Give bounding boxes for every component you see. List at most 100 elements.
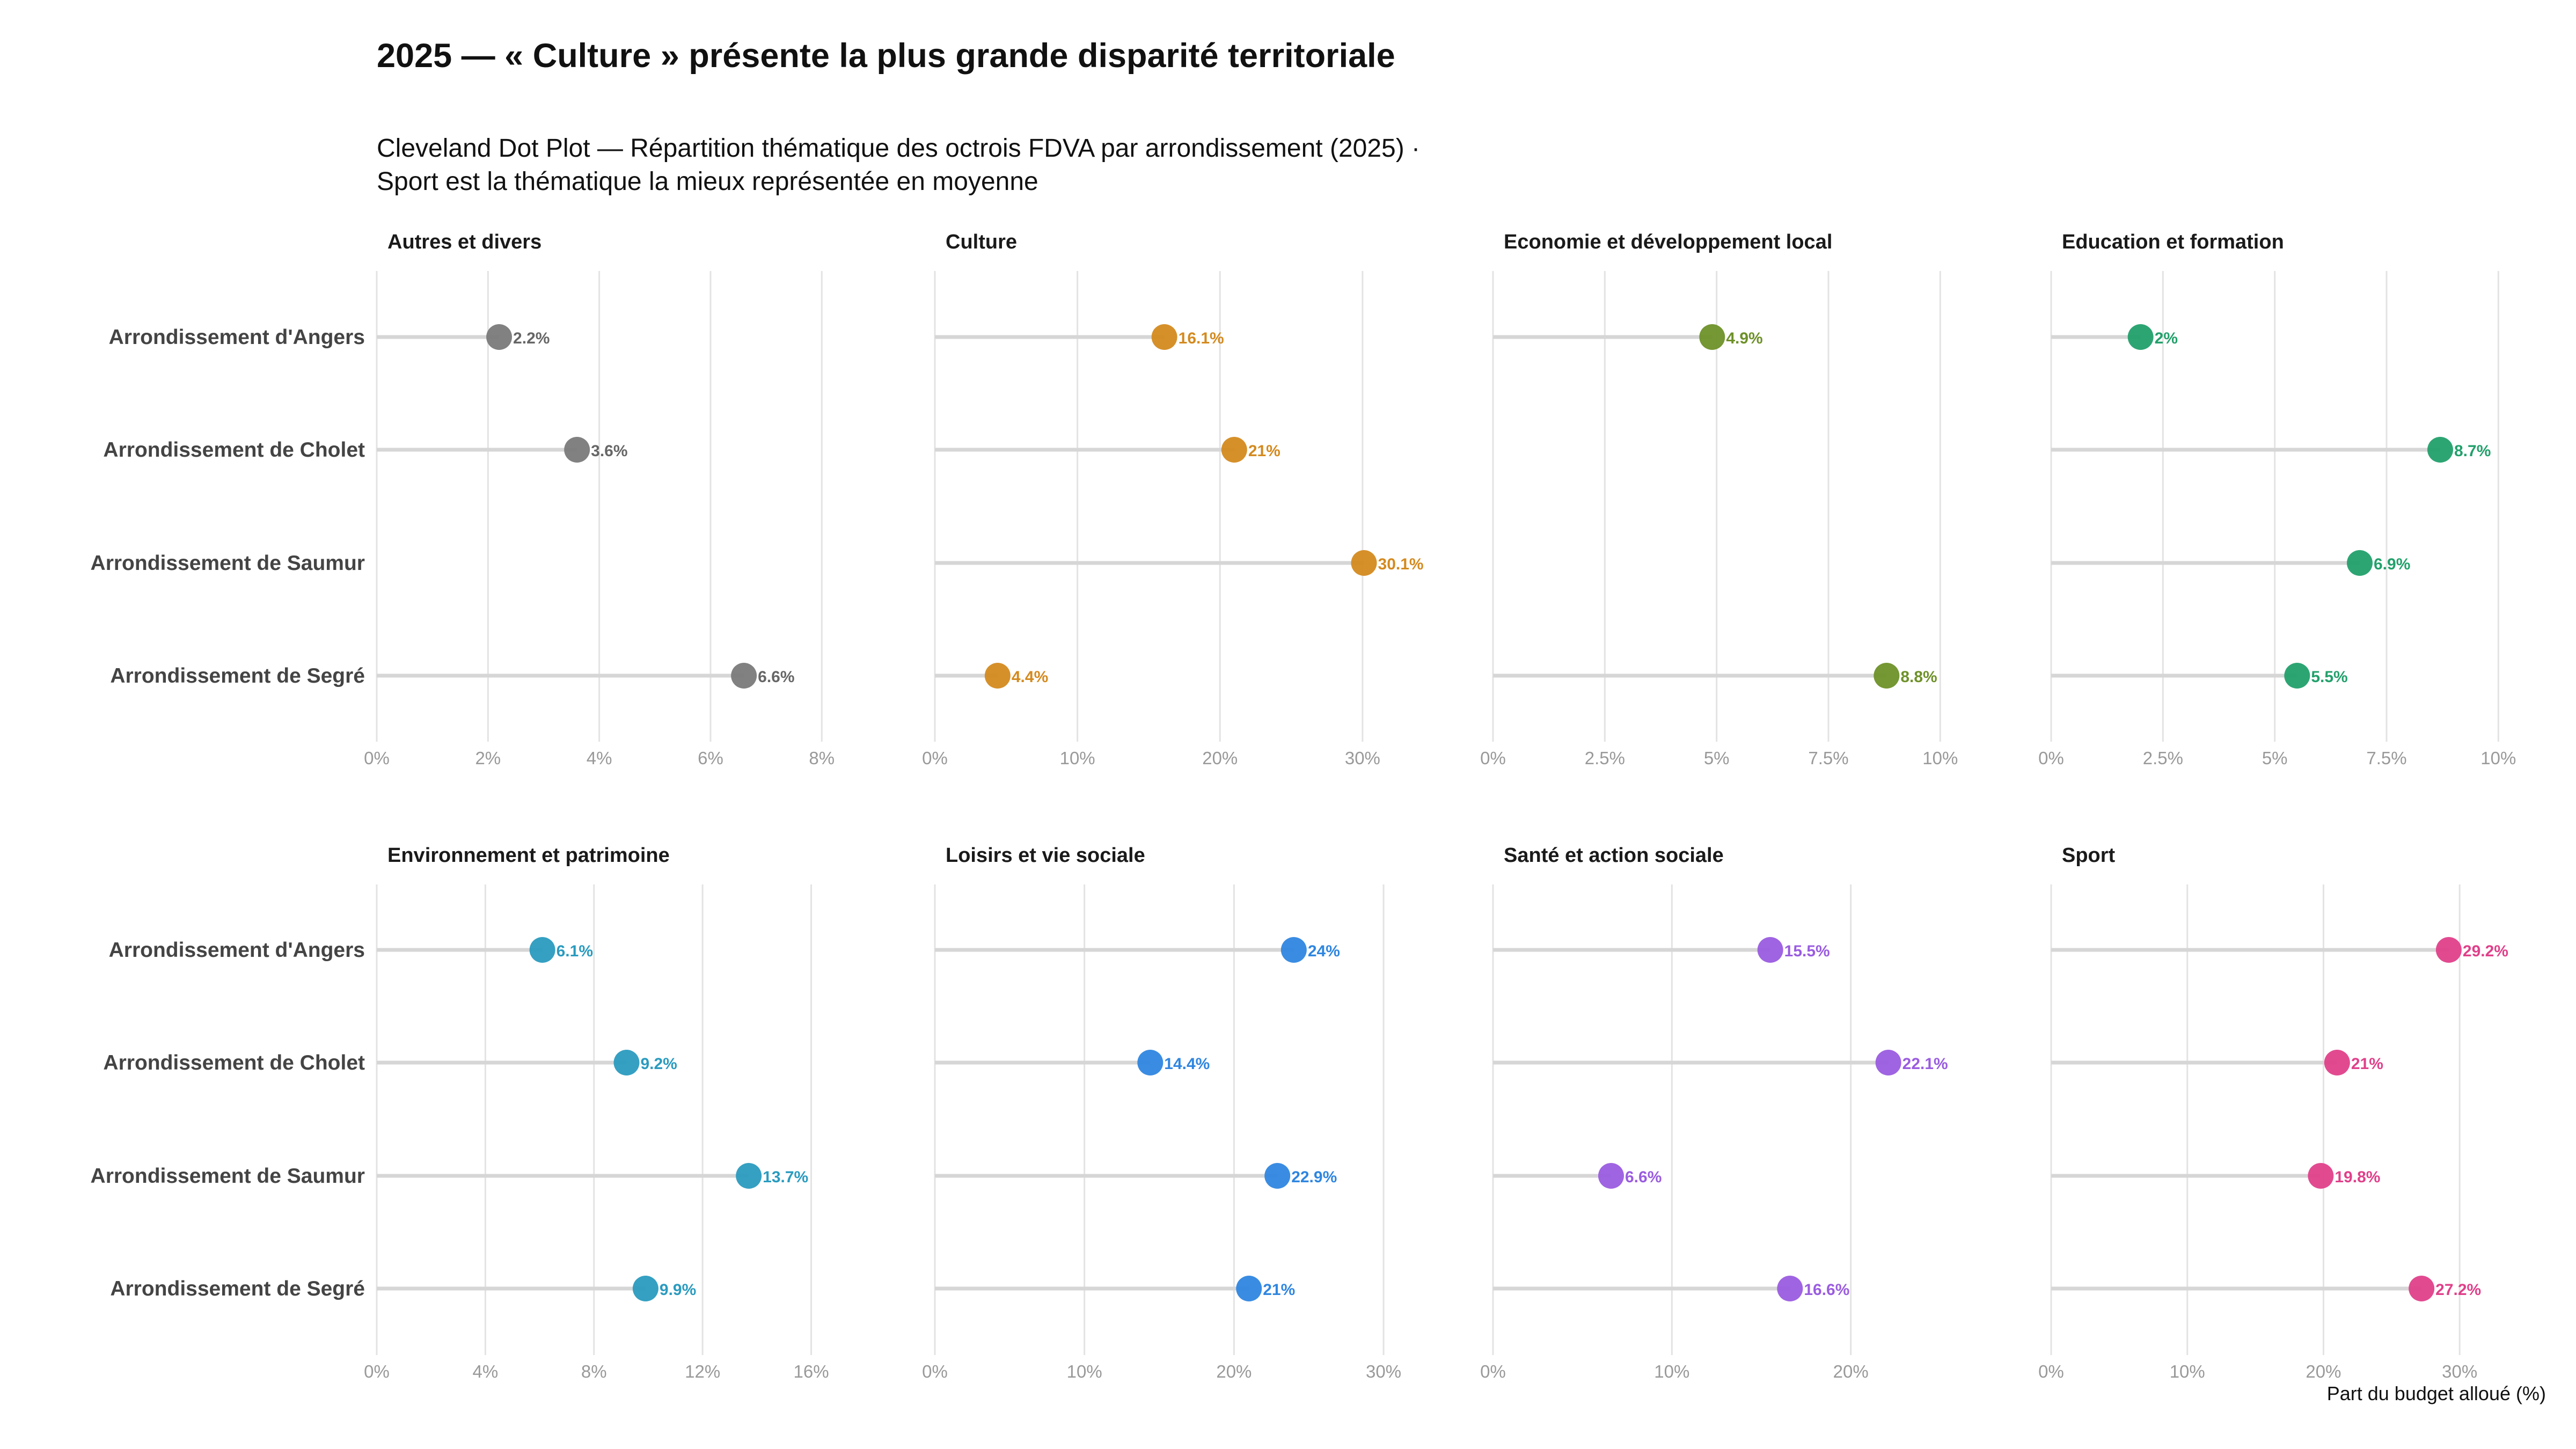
data-label: 9.9% bbox=[660, 1281, 696, 1299]
data-label: 4.9% bbox=[1726, 330, 1762, 347]
data-label: 5.5% bbox=[2311, 668, 2347, 686]
x-tick-label: 30% bbox=[2442, 1362, 2477, 1381]
data-point bbox=[1236, 1276, 1262, 1301]
data-label: 16.6% bbox=[1804, 1281, 1849, 1299]
data-label: 21% bbox=[1248, 442, 1280, 460]
data-label: 21% bbox=[2351, 1055, 2383, 1073]
data-point bbox=[632, 1276, 658, 1301]
x-tick-label: 2% bbox=[475, 748, 501, 768]
facet-title-environnement-et-patrimoine: Environnement et patrimoine bbox=[387, 844, 670, 867]
data-point bbox=[2308, 1163, 2334, 1189]
data-point bbox=[736, 1163, 762, 1189]
data-label: 22.1% bbox=[1902, 1055, 1948, 1073]
x-tick-label: 4% bbox=[587, 748, 612, 768]
data-point bbox=[1151, 324, 1177, 350]
x-tick-label: 20% bbox=[1833, 1362, 1869, 1381]
facet-title-sante-et-action-sociale: Santé et action sociale bbox=[1504, 844, 1724, 867]
data-label: 6.6% bbox=[758, 668, 794, 686]
data-label: 29.2% bbox=[2463, 942, 2508, 960]
data-point bbox=[1699, 324, 1725, 350]
x-tick-label: 10% bbox=[1060, 748, 1095, 768]
x-tick-label: 20% bbox=[1216, 1362, 1252, 1381]
data-point bbox=[1221, 437, 1247, 463]
data-point bbox=[2409, 1276, 2435, 1301]
x-tick-label: 10% bbox=[1922, 748, 1958, 768]
data-label: 30.1% bbox=[1378, 555, 1424, 573]
data-point bbox=[564, 437, 590, 463]
data-label: 8.7% bbox=[2454, 442, 2491, 460]
data-point bbox=[486, 324, 513, 350]
data-label: 24% bbox=[1308, 942, 1340, 960]
data-point bbox=[2127, 324, 2154, 350]
x-tick-label: 0% bbox=[922, 1362, 948, 1381]
row-label: Arrondissement de Segré bbox=[110, 1277, 365, 1300]
data-label: 14.4% bbox=[1164, 1055, 1210, 1073]
row-label: Arrondissement de Saumur bbox=[91, 1165, 365, 1188]
data-point bbox=[731, 663, 757, 689]
facet-title-sport: Sport bbox=[2062, 844, 2116, 867]
data-label: 19.8% bbox=[2334, 1168, 2380, 1186]
data-point bbox=[984, 663, 1011, 689]
data-label: 6.9% bbox=[2374, 555, 2410, 573]
x-tick-label: 30% bbox=[1345, 748, 1380, 768]
facet-title-loisirs-et-vie-sociale: Loisirs et vie sociale bbox=[946, 844, 1145, 867]
data-point bbox=[2435, 937, 2462, 963]
data-label: 6.6% bbox=[1625, 1168, 1662, 1186]
data-label: 21% bbox=[1263, 1281, 1295, 1299]
data-point bbox=[1351, 550, 1377, 576]
x-tick-label: 0% bbox=[2038, 1362, 2064, 1381]
x-tick-label: 6% bbox=[698, 748, 723, 768]
data-point bbox=[1874, 663, 1900, 689]
data-point bbox=[1280, 937, 1307, 963]
x-tick-label: 12% bbox=[685, 1362, 720, 1381]
x-tick-label: 7.5% bbox=[1808, 748, 1848, 768]
data-label: 8.8% bbox=[1900, 668, 1937, 686]
x-tick-label: 30% bbox=[1366, 1362, 1401, 1381]
data-label: 15.5% bbox=[1784, 942, 1830, 960]
row-label: Arrondissement de Cholet bbox=[103, 438, 365, 462]
data-label: 6.1% bbox=[557, 942, 593, 960]
x-tick-label: 8% bbox=[809, 748, 835, 768]
data-point bbox=[1777, 1276, 1803, 1301]
data-point bbox=[529, 937, 555, 963]
x-tick-label: 10% bbox=[2170, 1362, 2205, 1381]
row-label: Arrondissement de Segré bbox=[110, 664, 365, 687]
x-tick-label: 20% bbox=[2306, 1362, 2341, 1381]
x-tick-label: 10% bbox=[1067, 1362, 1102, 1381]
data-point bbox=[1137, 1050, 1163, 1075]
x-tick-label: 7.5% bbox=[2366, 748, 2406, 768]
data-point bbox=[2427, 437, 2453, 463]
x-tick-label: 20% bbox=[1202, 748, 1238, 768]
x-tick-label: 0% bbox=[1480, 748, 1506, 768]
x-tick-label: 10% bbox=[1654, 1362, 1689, 1381]
x-tick-label: 10% bbox=[2480, 748, 2516, 768]
data-point bbox=[613, 1050, 640, 1075]
data-label: 9.2% bbox=[640, 1055, 677, 1073]
data-point bbox=[2324, 1050, 2350, 1075]
x-tick-label: 5% bbox=[2262, 748, 2288, 768]
data-label: 2.2% bbox=[513, 330, 550, 347]
row-label: Arrondissement de Saumur bbox=[91, 552, 365, 575]
x-tick-label: 0% bbox=[922, 748, 948, 768]
data-label: 27.2% bbox=[2435, 1281, 2481, 1299]
data-point bbox=[1757, 937, 1783, 963]
row-label: Arrondissement d'Angers bbox=[109, 939, 365, 962]
data-point bbox=[1598, 1163, 1624, 1189]
data-point bbox=[2347, 550, 2373, 576]
facet-title-culture: Culture bbox=[946, 231, 1017, 253]
facet-title-autres-et-divers: Autres et divers bbox=[387, 231, 541, 253]
data-label: 22.9% bbox=[1291, 1168, 1337, 1186]
data-label: 4.4% bbox=[1012, 668, 1048, 686]
data-label: 13.7% bbox=[763, 1168, 808, 1186]
x-tick-label: 8% bbox=[581, 1362, 607, 1381]
x-tick-label: 2.5% bbox=[1585, 748, 1625, 768]
data-label: 3.6% bbox=[591, 442, 627, 460]
x-tick-label: 16% bbox=[793, 1362, 829, 1381]
x-tick-label: 0% bbox=[364, 748, 390, 768]
facet-title-education-et-formation: Education et formation bbox=[2062, 231, 2284, 253]
chart-subtitle: Cleveland Dot Plot — Répartition thémati… bbox=[377, 134, 1421, 196]
facet-title-economie-et-developpement-local: Economie et développement local bbox=[1504, 231, 1832, 253]
x-tick-label: 0% bbox=[364, 1362, 390, 1381]
x-tick-label: 5% bbox=[1704, 748, 1730, 768]
